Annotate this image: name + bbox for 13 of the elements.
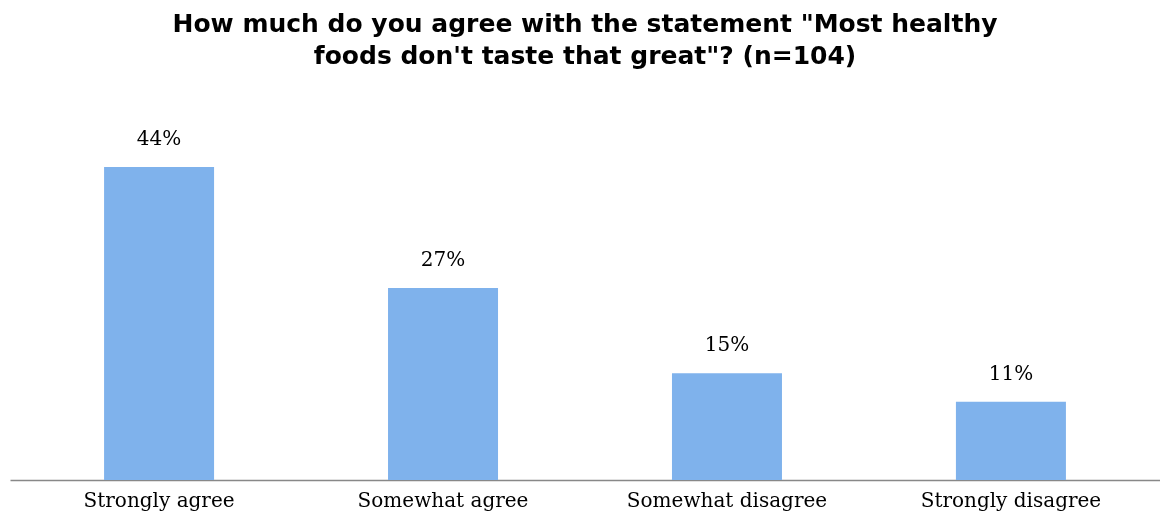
x-tick-label: Strongly disagree (920, 487, 1102, 512)
data-label: 44% (136, 126, 182, 151)
x-tick-label: Somewhat disagree (626, 487, 828, 512)
x-tick-label: Somewhat agree (357, 487, 529, 512)
bar (955, 401, 1066, 480)
bar (104, 167, 215, 480)
data-label: 27% (420, 247, 466, 271)
bar (388, 288, 499, 480)
x-tick-label: Strongly agree (83, 487, 235, 512)
bar (671, 373, 782, 480)
chart-title: How much do you agree with the statement "Most healthy foods don't taste that great"? (n=104) (172, 9, 998, 71)
data-label: 11% (988, 360, 1034, 385)
data-label: 15% (704, 332, 750, 357)
